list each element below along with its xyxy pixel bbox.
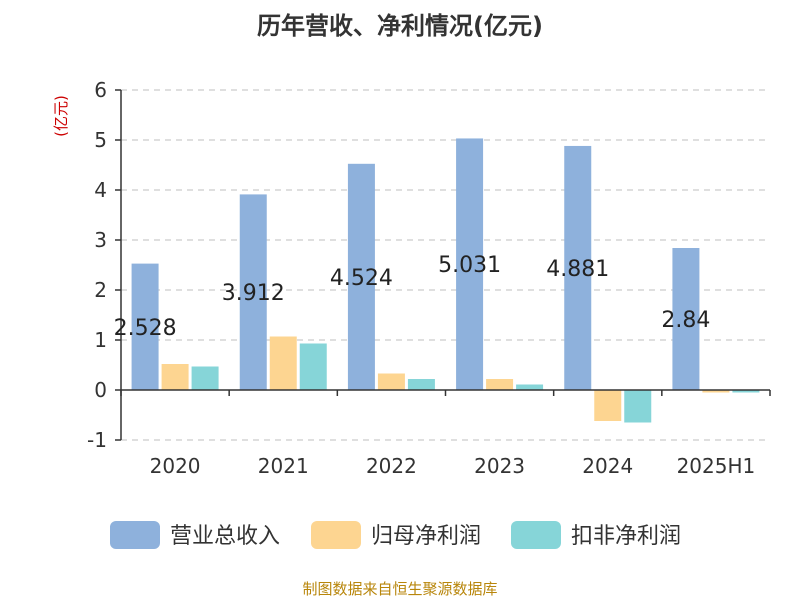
bar <box>564 145 592 390</box>
legend-label: 归母净利润 <box>371 524 481 549</box>
y-tick-label: 6 <box>94 78 107 102</box>
x-tick-label: 2023 <box>474 454 525 478</box>
legend-swatch <box>511 521 561 549</box>
data-label: 2.528 <box>114 316 177 341</box>
axes <box>115 89 771 441</box>
x-tick-label: 2024 <box>582 454 633 478</box>
x-tick-label: 2022 <box>366 454 417 478</box>
bar <box>407 379 435 390</box>
legend-swatch <box>311 521 361 549</box>
y-tick-label: 0 <box>94 378 107 402</box>
bars <box>131 138 760 423</box>
x-tick-label: 2025H1 <box>677 454 756 478</box>
legend-label: 营业总收入 <box>170 524 280 549</box>
y-tick-label: 1 <box>94 328 107 352</box>
bar <box>732 390 760 393</box>
legend-label: 扣非净利润 <box>571 524 681 549</box>
bar <box>239 194 267 390</box>
data-label: 5.031 <box>438 253 501 278</box>
bar <box>299 343 327 390</box>
y-axis-unit: (亿元) <box>52 95 70 137</box>
bar <box>377 373 405 390</box>
x-tick-label: 2020 <box>150 454 201 478</box>
bar <box>672 248 700 390</box>
data-label: 2.84 <box>661 308 710 333</box>
y-tick-labels: 6 5 4 3 2 1 0 -1 <box>87 78 107 452</box>
legend-swatch <box>110 521 160 549</box>
data-label: 4.881 <box>546 257 609 282</box>
bar <box>347 163 375 390</box>
bar <box>702 390 730 393</box>
bar <box>131 263 159 390</box>
grid-lines <box>121 89 770 441</box>
bar <box>456 138 484 390</box>
legend: 营业总收入 归母净利润 扣非净利润 <box>110 521 681 549</box>
y-tick-label: 4 <box>94 178 107 202</box>
data-labels: 2.528 3.912 4.524 5.031 4.881 2.84 <box>114 253 711 341</box>
data-label: 4.524 <box>330 266 393 291</box>
data-source-note: 制图数据来自恒生聚源数据库 <box>302 580 497 598</box>
x-tick-labels: 2020 2021 2022 2023 2024 2025H1 <box>150 454 756 478</box>
y-tick-label: 2 <box>94 278 107 302</box>
y-tick-label: -1 <box>87 428 107 452</box>
bar <box>161 364 189 390</box>
bar <box>191 366 219 390</box>
data-label: 3.912 <box>222 281 285 306</box>
bar <box>269 336 297 390</box>
bar <box>594 390 622 421</box>
y-tick-label: 3 <box>94 228 107 252</box>
chart-title: 历年营收、净利情况(亿元) <box>257 12 543 40</box>
bar <box>486 379 514 390</box>
bar <box>624 390 652 423</box>
bar <box>516 384 544 390</box>
x-tick-label: 2021 <box>258 454 309 478</box>
y-tick-label: 5 <box>94 128 107 152</box>
